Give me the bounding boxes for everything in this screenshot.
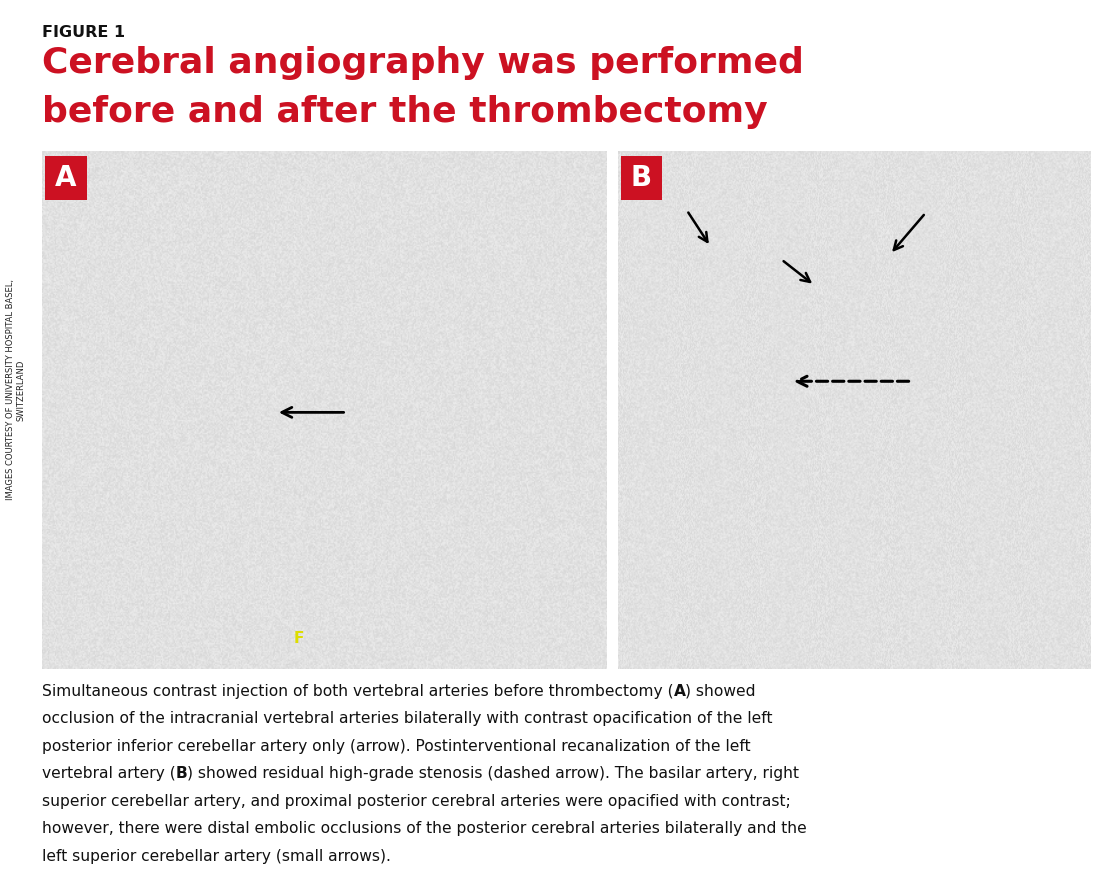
Text: left superior cerebellar artery (small arrows).: left superior cerebellar artery (small a…: [42, 849, 390, 864]
Text: IMAGES COURTESY OF UNIVERSITY HOSPITAL BASEL,: IMAGES COURTESY OF UNIVERSITY HOSPITAL B…: [7, 279, 15, 501]
Text: superior cerebellar artery, and proximal posterior cerebral arteries were opacif: superior cerebellar artery, and proximal…: [42, 794, 791, 809]
Text: before and after the thrombectomy: before and after the thrombectomy: [42, 95, 768, 128]
Bar: [45, 156, 87, 200]
Text: A: A: [673, 684, 685, 699]
Text: Cerebral angiography was performed: Cerebral angiography was performed: [42, 46, 804, 80]
Text: B: B: [630, 164, 652, 192]
Text: FIGURE 1: FIGURE 1: [42, 25, 125, 40]
Text: however, there were distal embolic occlusions of the posterior cerebral arteries: however, there were distal embolic occlu…: [42, 821, 806, 836]
Text: SWITZERLAND: SWITZERLAND: [16, 359, 25, 421]
Text: ) showed residual high-grade stenosis (dashed arrow). The basilar artery, right: ) showed residual high-grade stenosis (d…: [187, 766, 800, 781]
Bar: [620, 156, 662, 200]
Text: A: A: [55, 164, 77, 192]
Text: Simultaneous contrast injection of both vertebral arteries before thrombectomy (: Simultaneous contrast injection of both …: [42, 684, 673, 699]
Text: posterior inferior cerebellar artery only (arrow). Postinterventional recanaliza: posterior inferior cerebellar artery onl…: [42, 739, 750, 754]
Text: ) showed: ) showed: [685, 684, 756, 699]
Text: B: B: [176, 766, 187, 781]
Text: occlusion of the intracranial vertebral arteries bilaterally with contrast opaci: occlusion of the intracranial vertebral …: [42, 711, 772, 727]
Text: F: F: [294, 631, 304, 646]
Text: vertebral artery (: vertebral artery (: [42, 766, 176, 781]
